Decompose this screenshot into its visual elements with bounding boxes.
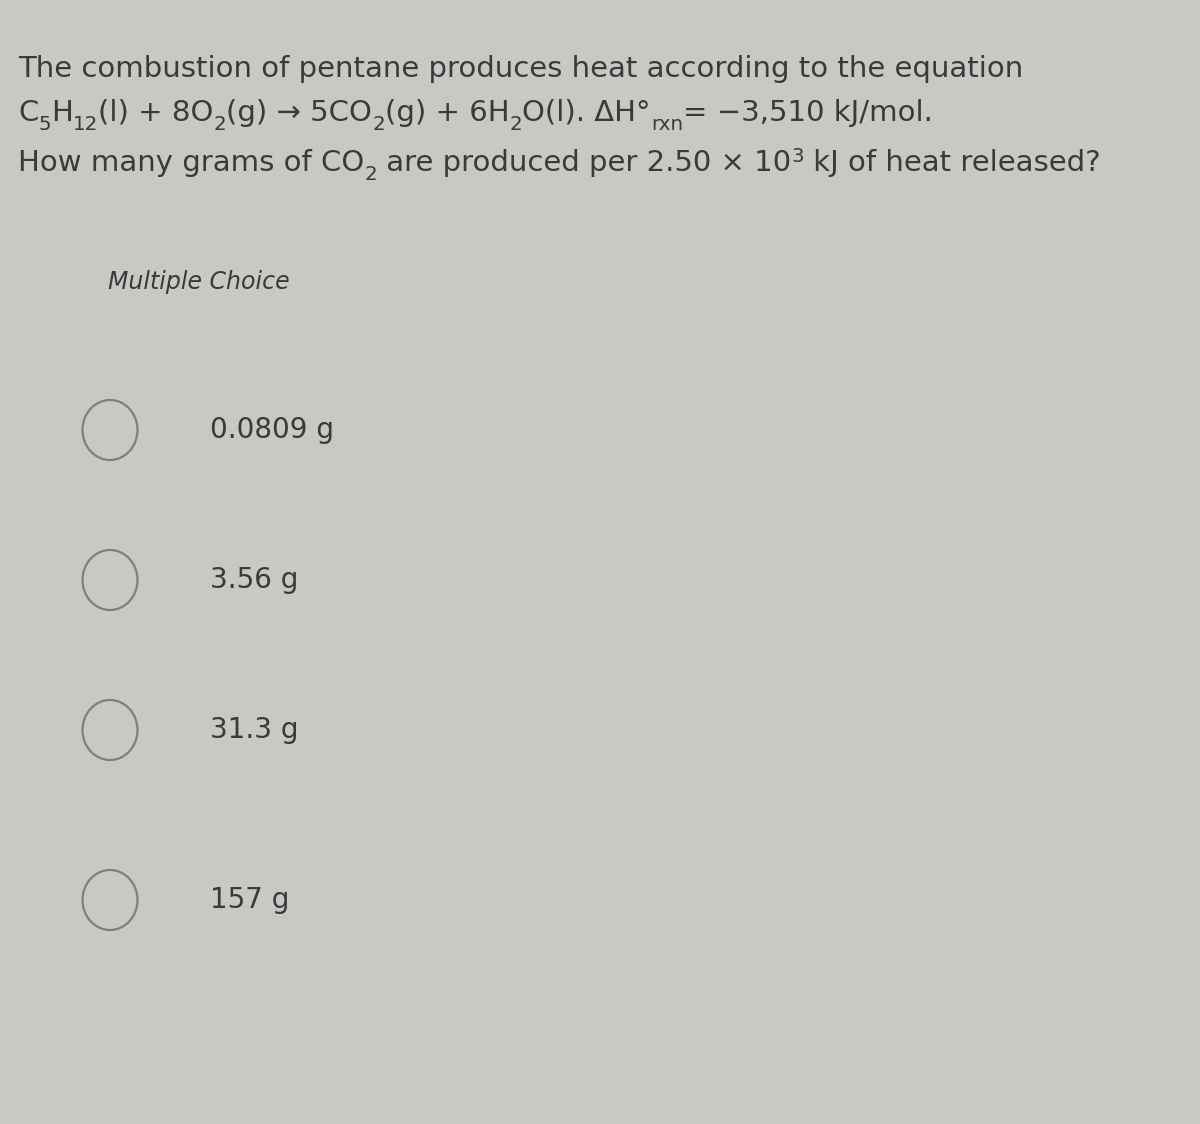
Text: Multiple Choice: Multiple Choice (108, 270, 289, 294)
Text: 2: 2 (372, 116, 385, 135)
Text: 2: 2 (510, 116, 522, 135)
Text: H: H (50, 99, 73, 127)
Text: (g) → 5CO: (g) → 5CO (227, 99, 372, 127)
Text: 31.3 g: 31.3 g (210, 716, 299, 744)
Text: 2: 2 (214, 116, 227, 135)
Text: 3.56 g: 3.56 g (210, 566, 299, 593)
Text: 12: 12 (73, 116, 98, 135)
Text: 3: 3 (791, 146, 804, 165)
Text: (g) + 6H: (g) + 6H (385, 99, 510, 127)
Text: How many grams of CO: How many grams of CO (18, 149, 365, 176)
Text: are produced per 2.50 × 10: are produced per 2.50 × 10 (377, 149, 791, 176)
Text: rxn: rxn (650, 116, 683, 135)
Text: C: C (18, 99, 38, 127)
Text: 0.0809 g: 0.0809 g (210, 416, 334, 444)
Text: 157 g: 157 g (210, 886, 289, 914)
Text: kJ of heat released?: kJ of heat released? (804, 149, 1100, 176)
Text: (l) + 8O: (l) + 8O (98, 99, 214, 127)
Text: 2: 2 (365, 165, 377, 184)
Text: 5: 5 (38, 116, 50, 135)
Text: The combustion of pentane produces heat according to the equation: The combustion of pentane produces heat … (18, 55, 1024, 83)
Text: O(l). ΔH°: O(l). ΔH° (522, 99, 650, 127)
Text: = −3,510 kJ/mol.: = −3,510 kJ/mol. (683, 99, 932, 127)
